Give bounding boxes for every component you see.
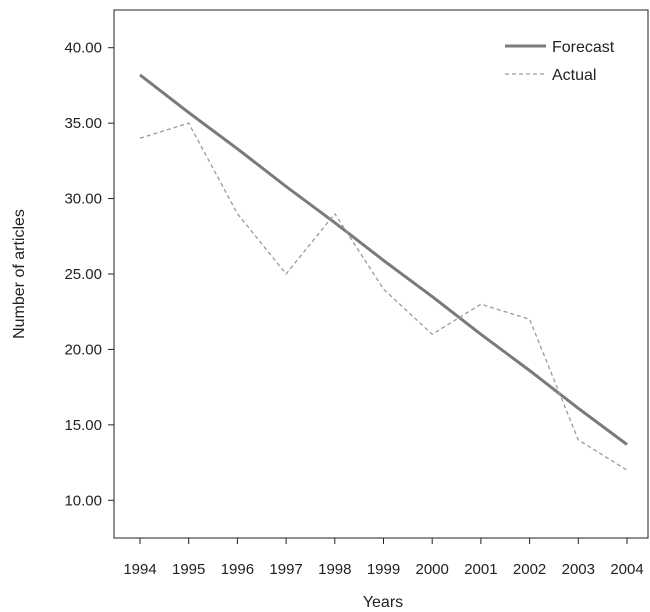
legend: Forecast Actual [505,39,615,84]
series-line-actual [139,122,628,471]
x-axis-title: Years [363,594,403,611]
x-tick-label: 2003 [562,561,595,578]
x-tick-label: 2001 [464,561,497,578]
x-axis-ticks: 1994 1995 1996 1997 1998 1999 2000 2001 2002 2003… [123,538,644,578]
x-tick-label: 1999 [367,561,400,578]
x-tick-label: 2000 [416,561,449,578]
y-axis-title: Number of articles [11,209,28,339]
x-tick-label: 2002 [513,561,546,578]
y-tick-label: 10.00 [64,492,102,509]
legend-label-forecast: Forecast [552,39,615,56]
y-tick-label: 40.00 [64,40,102,57]
legend-label-actual: Actual [552,67,596,84]
y-tick-label: 15.00 [64,417,102,434]
x-tick-label: 1996 [221,561,254,578]
y-tick-label: 35.00 [64,115,102,132]
y-tick-label: 25.00 [64,266,102,283]
series-layer [139,73,628,471]
y-tick-label: 30.00 [64,191,102,208]
x-tick-label: 2004 [610,561,643,578]
plot-area-frame [113,9,649,539]
x-tick-label: 1997 [269,561,302,578]
x-tick-label: 1995 [172,561,205,578]
series-line-forecast [139,73,628,446]
x-tick-label: 1994 [123,561,156,578]
x-tick-label: 1998 [318,561,351,578]
y-axis-ticks: 10.00 15.00 20.00 25.00 30.00 35.00 40.00 [64,40,114,509]
y-tick-label: 20.00 [64,341,102,358]
